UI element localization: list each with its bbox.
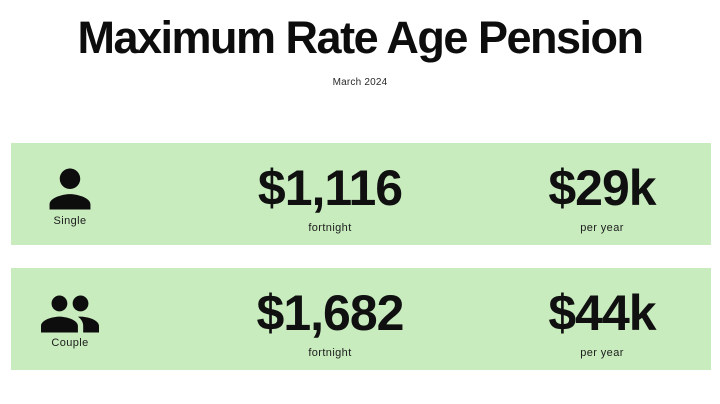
page-title: Maximum Rate Age Pension bbox=[77, 12, 644, 63]
page-subtitle: March 2024 bbox=[332, 77, 388, 88]
couple-category-cell: Couple bbox=[15, 268, 125, 370]
couple-year-cell: $44k per year bbox=[452, 268, 720, 370]
couple-fortnight-amount: $1,682 bbox=[256, 284, 405, 341]
single-fortnight-label: fortnight bbox=[308, 221, 352, 234]
single-label: Single bbox=[53, 214, 87, 227]
people-icon bbox=[41, 294, 99, 334]
couple-year-amount: $44k bbox=[548, 284, 656, 341]
single-fortnight-amount: $1,116 bbox=[257, 159, 403, 216]
single-year-cell: $29k per year bbox=[452, 143, 720, 245]
single-year-label: per year bbox=[580, 221, 624, 234]
person-icon bbox=[48, 166, 92, 212]
couple-fortnight-cell: $1,682 fortnight bbox=[180, 268, 480, 370]
couple-label: Couple bbox=[51, 336, 89, 349]
single-category-cell: Single bbox=[15, 143, 125, 245]
single-year-amount: $29k bbox=[548, 159, 656, 216]
row-single: Single $1,116 fortnight $29k per year bbox=[11, 143, 711, 245]
single-fortnight-cell: $1,116 fortnight bbox=[180, 143, 480, 245]
couple-year-label: per year bbox=[580, 346, 624, 359]
row-couple: Couple $1,682 fortnight $44k per year bbox=[11, 268, 711, 370]
couple-fortnight-label: fortnight bbox=[308, 346, 352, 359]
